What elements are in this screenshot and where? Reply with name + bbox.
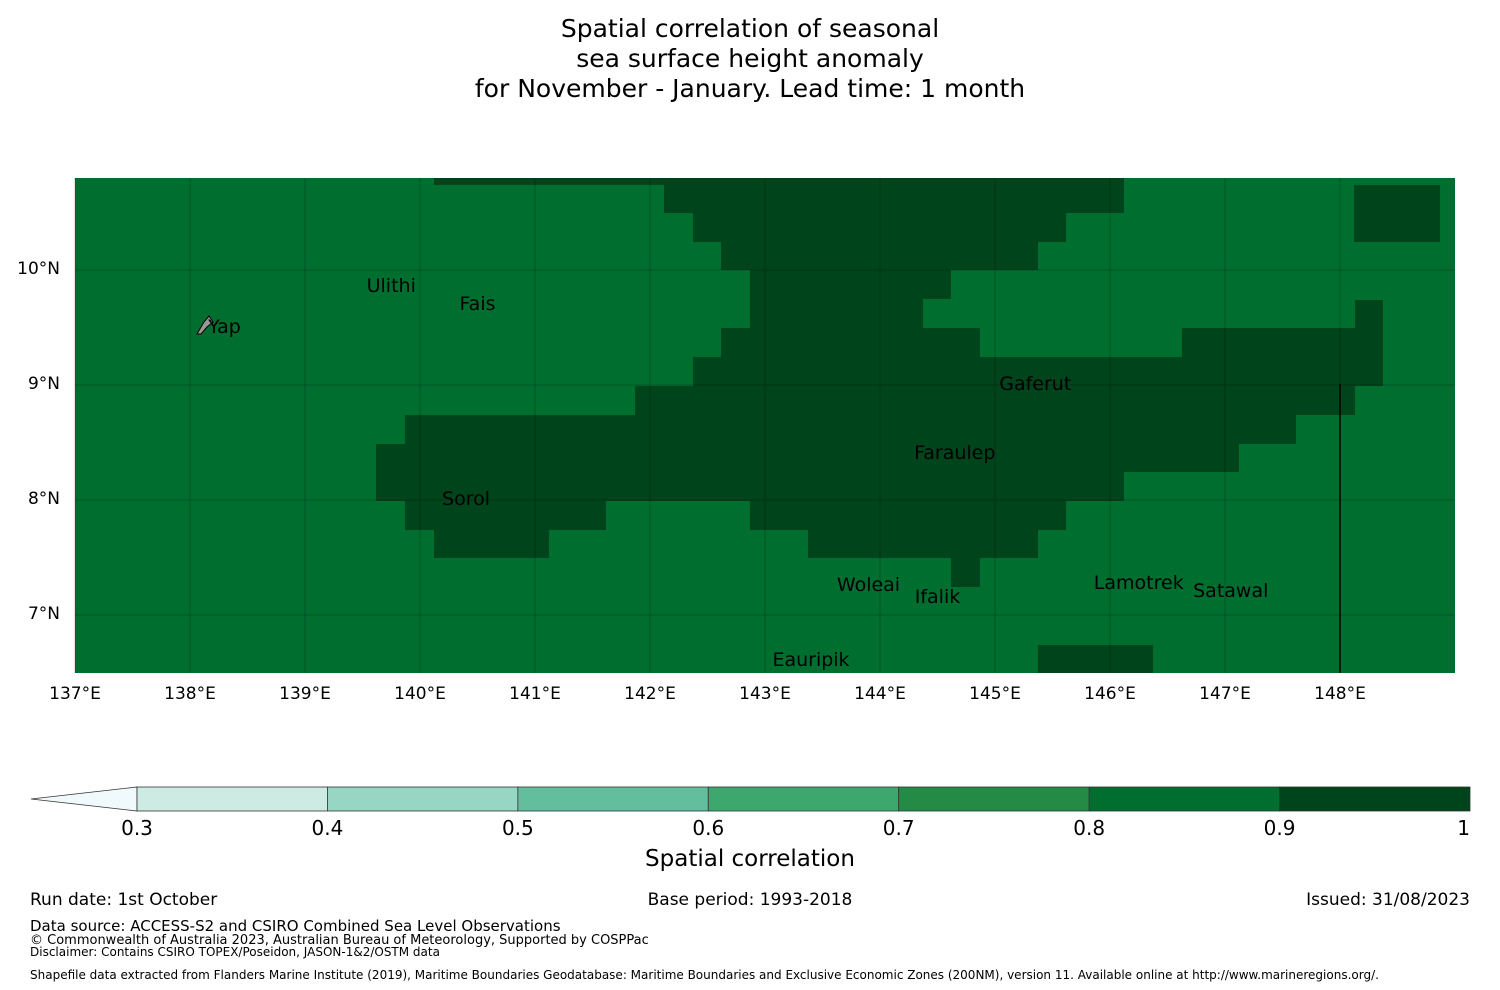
run-date: Run date: 1st October (30, 890, 218, 910)
high-correlation-cell (635, 386, 1355, 415)
correlation-map (74, 178, 1455, 673)
high-correlation-cell (1354, 185, 1440, 242)
place-label-gaferut: Gaferut (999, 373, 1072, 395)
colorbar-tick-label: 0.4 (311, 816, 344, 840)
latitude-tick-label: 9°N (27, 374, 60, 394)
high-correlation-cell (376, 472, 1124, 501)
colorbar-label: Spatial correlation (645, 846, 855, 872)
base-period: Base period: 1993-2018 (647, 890, 853, 910)
colorbar-segment (1088, 786, 1280, 812)
high-correlation-cell (750, 270, 951, 299)
high-correlation-region (376, 178, 1440, 673)
colorbar-tick-label: 0.7 (882, 816, 915, 840)
longitude-tick-label: 139°E (279, 684, 331, 704)
place-label-ulithi: Ulithi (366, 275, 416, 298)
place-label-faraulep: Faraulep (914, 442, 996, 464)
colorbar-extend-triangle (30, 786, 138, 812)
high-correlation-cell (951, 558, 980, 587)
longitude-tick-label: 145°E (969, 684, 1021, 704)
colorbar-tick-label: 0.6 (692, 816, 725, 840)
high-correlation-cell (721, 242, 1038, 270)
high-correlation-cell (405, 415, 1296, 444)
title-line-1: Spatial correlation of seasonal (560, 14, 940, 43)
place-label-satawal: Satawal (1193, 580, 1269, 602)
high-correlation-cell (405, 501, 606, 530)
high-correlation-cell (434, 530, 549, 558)
title-line-3: for November - January. Lead time: 1 mon… (474, 74, 1026, 103)
colorbar-segment (327, 786, 519, 812)
high-correlation-cell (664, 178, 1124, 213)
latitude-tick-label: 10°N (17, 259, 60, 279)
place-label-eauripik: Eauripik (772, 649, 850, 671)
colorbar (30, 786, 1471, 812)
high-correlation-cell (434, 178, 664, 185)
longitude-tick-label: 141°E (509, 684, 561, 704)
colorbar-segment (898, 786, 1090, 812)
colorbar-segment (517, 786, 709, 812)
high-correlation-cell (1038, 645, 1153, 673)
longitude-tick-label: 137°E (49, 684, 101, 704)
high-correlation-cell (693, 213, 1066, 242)
colorbar-segment (136, 786, 328, 812)
high-correlation-cell (1182, 328, 1355, 386)
place-label-ifalik: Ifalik (914, 585, 961, 608)
longitude-tick-label: 147°E (1199, 684, 1251, 704)
place-label-fais: Fais (459, 292, 496, 315)
high-correlation-cell (1355, 300, 1383, 386)
place-label-woleai: Woleai (836, 574, 901, 597)
colorbar-tick-label: 0.3 (121, 816, 153, 840)
place-label-sorol: Sorol (442, 488, 490, 510)
longitude-tick-label: 143°E (739, 684, 791, 704)
colorbar-segment (707, 786, 900, 812)
colorbar-tick-label: 0.8 (1073, 816, 1106, 840)
colorbar-segment (1279, 786, 1471, 812)
latitude-tick-label: 8°N (27, 489, 60, 509)
latitude-tick-label: 7°N (27, 604, 60, 624)
data-source: Data source: ACCESS-S2 and CSIRO Combine… (30, 917, 561, 935)
high-correlation-cell (376, 444, 1239, 472)
longitude-tick-label: 142°E (624, 684, 676, 704)
longitude-tick-label: 146°E (1084, 684, 1136, 704)
high-correlation-cell (721, 328, 980, 357)
disclaimer: Disclaimer: Contains CSIRO TOPEX/Poseido… (30, 945, 440, 959)
high-correlation-cell (808, 530, 1038, 558)
longitude-tick-label: 148°E (1314, 684, 1366, 704)
chart-title: Spatial correlation of seasonal sea surf… (250, 14, 1250, 104)
high-correlation-cell (750, 501, 1066, 530)
longitude-tick-label: 138°E (164, 684, 216, 704)
place-label-yap: Yap (208, 315, 241, 338)
yap-island-icon (196, 315, 214, 335)
place-label-lamotrek: Lamotrek (1093, 571, 1184, 594)
high-correlation-cell (750, 299, 923, 328)
copyright: © Commonwealth of Australia 2023, Austra… (30, 933, 649, 948)
colorbar-tick-label: 0.9 (1263, 816, 1296, 840)
title-line-2: sea surface height anomaly (576, 44, 924, 73)
shapefile-credit: Shapefile data extracted from Flanders M… (30, 968, 1379, 982)
issued-date: Issued: 31/08/2023 (1306, 890, 1470, 910)
colorbar-tick-label: 1 (1457, 816, 1470, 840)
longitude-tick-label: 144°E (854, 684, 906, 704)
longitude-tick-label: 140°E (394, 684, 446, 704)
colorbar-tick-label: 0.5 (501, 816, 534, 840)
high-correlation-cell (693, 357, 1182, 386)
